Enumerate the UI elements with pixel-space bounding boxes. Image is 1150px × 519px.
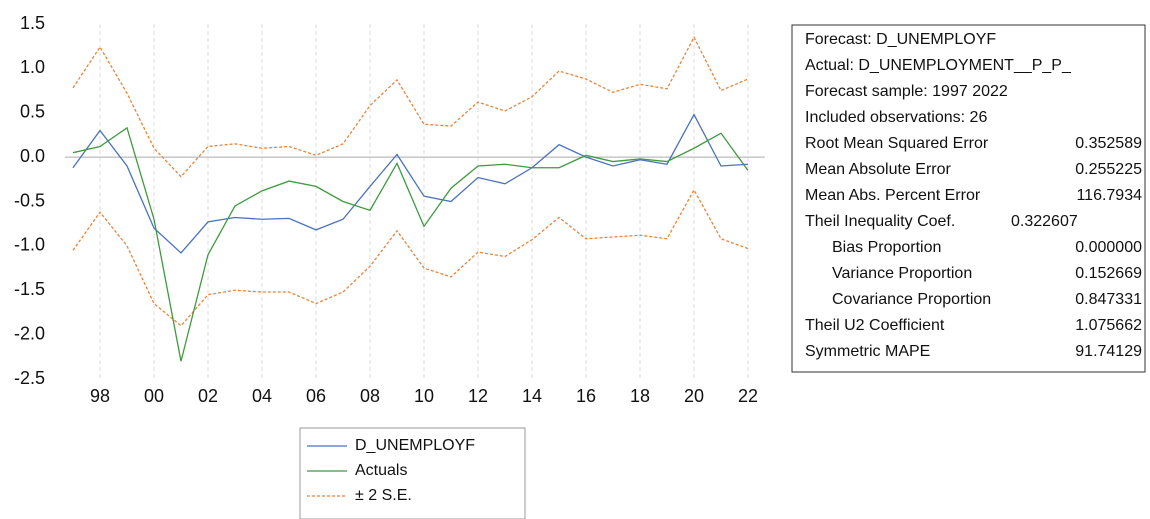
y-tick-label: -1.5	[14, 279, 45, 299]
stat-label: Theil Inequality Coef.	[805, 213, 955, 230]
stat-label: Theil U2 Coefficient	[805, 317, 945, 334]
series-line	[72, 126, 749, 362]
y-tick-label: 1.5	[20, 13, 45, 33]
legend-label: Actuals	[355, 462, 407, 479]
x-tick-label: 08	[360, 386, 380, 406]
stat-value: 0.255225	[1075, 161, 1142, 178]
stat-label: Variance Proportion	[832, 265, 972, 282]
stat-label: Actual: D_UNEMPLOYMENT__P_P_	[805, 57, 1072, 74]
stat-label: Forecast sample: 1997 2022	[805, 83, 1008, 100]
x-tick-label: 22	[738, 386, 758, 406]
stat-value: 0.352589	[1075, 135, 1142, 152]
x-tick-label: 10	[414, 386, 434, 406]
y-tick-label: 0.0	[20, 146, 45, 166]
stat-label: Covariance Proportion	[832, 291, 991, 308]
x-tick-label: 20	[684, 386, 704, 406]
x-tick-label: 18	[630, 386, 650, 406]
stats-box	[791, 24, 1146, 373]
y-tick-label: 0.5	[20, 102, 45, 122]
y-tick-label: -0.5	[14, 190, 45, 210]
stat-value: 0.322607	[1011, 213, 1078, 230]
band-upper	[72, 35, 749, 178]
x-tick-label: 02	[198, 386, 218, 406]
y-tick-label: -2.5	[14, 368, 45, 388]
stat-value: 0.000000	[1075, 239, 1142, 256]
stat-value: 0.847331	[1075, 291, 1142, 308]
legend-label: D_UNEMPLOYF	[355, 437, 475, 454]
stat-label: Bias Proportion	[832, 239, 941, 256]
stat-value: 116.7934	[1076, 187, 1142, 204]
x-tick-label: 14	[522, 386, 542, 406]
stat-label: Included observations: 26	[805, 109, 987, 126]
x-tick-label: 12	[468, 386, 488, 406]
band-lower	[72, 188, 749, 327]
x-tick-label: 00	[144, 386, 164, 406]
stat-label: Mean Absolute Error	[805, 161, 952, 178]
legend-box	[299, 427, 526, 519]
y-tick-label: -1.0	[14, 235, 45, 255]
stat-label: Forecast: D_UNEMPLOYF	[805, 31, 996, 48]
stat-value: 91.74129	[1075, 343, 1142, 360]
series-line	[72, 113, 749, 254]
y-tick-label: 1.0	[20, 57, 45, 77]
y-tick-label: -2.0	[14, 323, 45, 343]
stat-value: 1.075662	[1075, 317, 1142, 334]
legend-label: ± 2 S.E.	[355, 487, 412, 504]
stat-label: Symmetric MAPE	[805, 343, 930, 360]
stat-label: Root Mean Squared Error	[805, 135, 989, 152]
x-tick-label: 06	[306, 386, 326, 406]
x-tick-label: 98	[90, 386, 110, 406]
stat-value: 0.152669	[1075, 265, 1142, 282]
x-tick-label: 04	[252, 386, 272, 406]
x-tick-label: 16	[576, 386, 596, 406]
stat-label: Mean Abs. Percent Error	[805, 187, 981, 204]
